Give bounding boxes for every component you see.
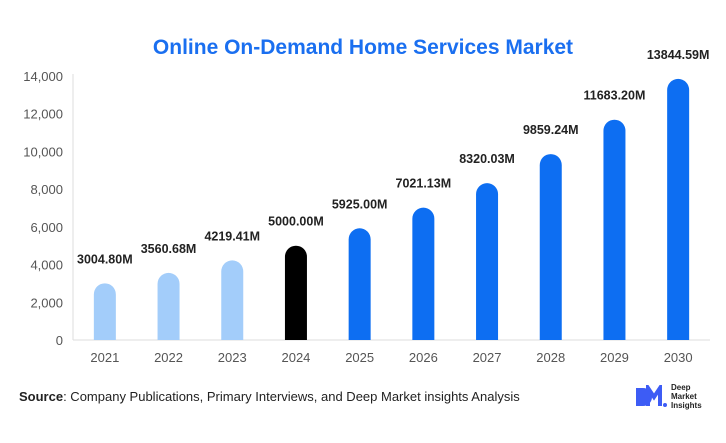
y-tick-label: 14,000 xyxy=(23,69,63,84)
data-label-2029: 11683.20M xyxy=(584,89,646,103)
x-tick-label: 2023 xyxy=(218,350,247,365)
data-label-2027: 8320.03M xyxy=(459,152,515,166)
x-tick-label: 2024 xyxy=(281,350,310,365)
bar-2021 xyxy=(93,283,116,340)
source-text: : Company Publications, Primary Intervie… xyxy=(63,389,520,404)
bar-2030 xyxy=(667,78,690,340)
x-tick-label: 2028 xyxy=(536,350,565,365)
bar-2028 xyxy=(539,154,562,340)
y-tick-label: 10,000 xyxy=(23,144,63,159)
data-label-2022: 3560.68M xyxy=(141,242,197,256)
x-tick-label: 2022 xyxy=(154,350,183,365)
x-tick-label: 2021 xyxy=(90,350,119,365)
y-tick-label: 4,000 xyxy=(30,258,63,273)
data-label-2023: 4219.41M xyxy=(204,229,260,243)
bar-2029 xyxy=(603,119,626,340)
data-label-2026: 7021.13M xyxy=(396,177,452,191)
bar-2022 xyxy=(157,272,180,340)
bar-2027 xyxy=(476,183,499,340)
logo: Deep Market Insights xyxy=(634,383,702,410)
x-tick-label: 2030 xyxy=(664,350,693,365)
x-tick-label: 2027 xyxy=(473,350,502,365)
bar-2024 xyxy=(284,245,307,340)
y-tick-label: 8,000 xyxy=(30,182,63,197)
logo-text: Deep Market Insights xyxy=(671,383,702,410)
x-tick-label: 2025 xyxy=(345,350,374,365)
data-label-2021: 3004.80M xyxy=(77,252,133,266)
data-label-2030: 13844.59M xyxy=(647,48,710,62)
data-label-2028: 9859.24M xyxy=(523,123,579,137)
x-tick-label: 2026 xyxy=(409,350,438,365)
y-tick-label: 0 xyxy=(56,333,63,348)
logo-mark-icon xyxy=(636,384,667,407)
bar-2026 xyxy=(412,207,435,340)
chart-title: Online On-Demand Home Services Market xyxy=(152,36,574,59)
data-label-2024: 5000.00M xyxy=(268,215,324,229)
source-label: Source xyxy=(19,389,64,404)
data-label-2025: 5925.00M xyxy=(332,197,388,211)
x-tick-label: 2029 xyxy=(600,350,629,365)
source-note: Source: Company Publications, Primary In… xyxy=(19,389,520,404)
bar-2025 xyxy=(348,228,371,340)
y-tick-label: 2,000 xyxy=(30,295,63,310)
y-tick-label: 12,000 xyxy=(23,107,63,122)
y-tick-label: 6,000 xyxy=(30,220,63,235)
bar-2023 xyxy=(221,260,244,340)
